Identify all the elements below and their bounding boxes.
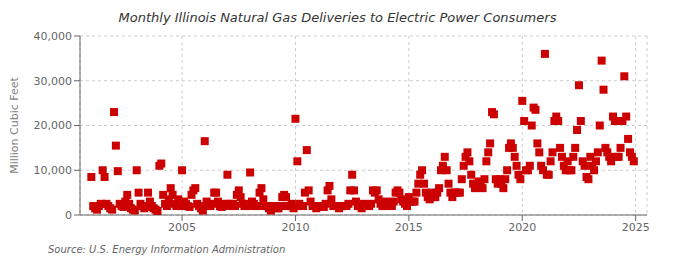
svg-text:2025: 2025 (622, 221, 650, 234)
svg-text:2010: 2010 (281, 221, 309, 234)
svg-text:20,000: 20,000 (34, 119, 73, 132)
svg-text:Million Cubic Feet: Million Cubic Feet (8, 76, 21, 173)
svg-text:2015: 2015 (395, 221, 423, 234)
svg-text:2005: 2005 (168, 221, 196, 234)
html-text:Source: U.S. Energy Informatio: Source: U.S. Energy Information Administ… (48, 244, 286, 255)
html-text:Monthly Illinois Natural Gas D: Monthly Illinois Natural Gas Deliveries … (118, 10, 557, 25)
svg-text:0: 0 (65, 209, 72, 222)
svg-text:30,000: 30,000 (34, 75, 73, 88)
svg-text:40,000: 40,000 (34, 30, 73, 43)
svg-text:2020: 2020 (508, 221, 536, 234)
svg-text:10,000: 10,000 (34, 164, 73, 177)
